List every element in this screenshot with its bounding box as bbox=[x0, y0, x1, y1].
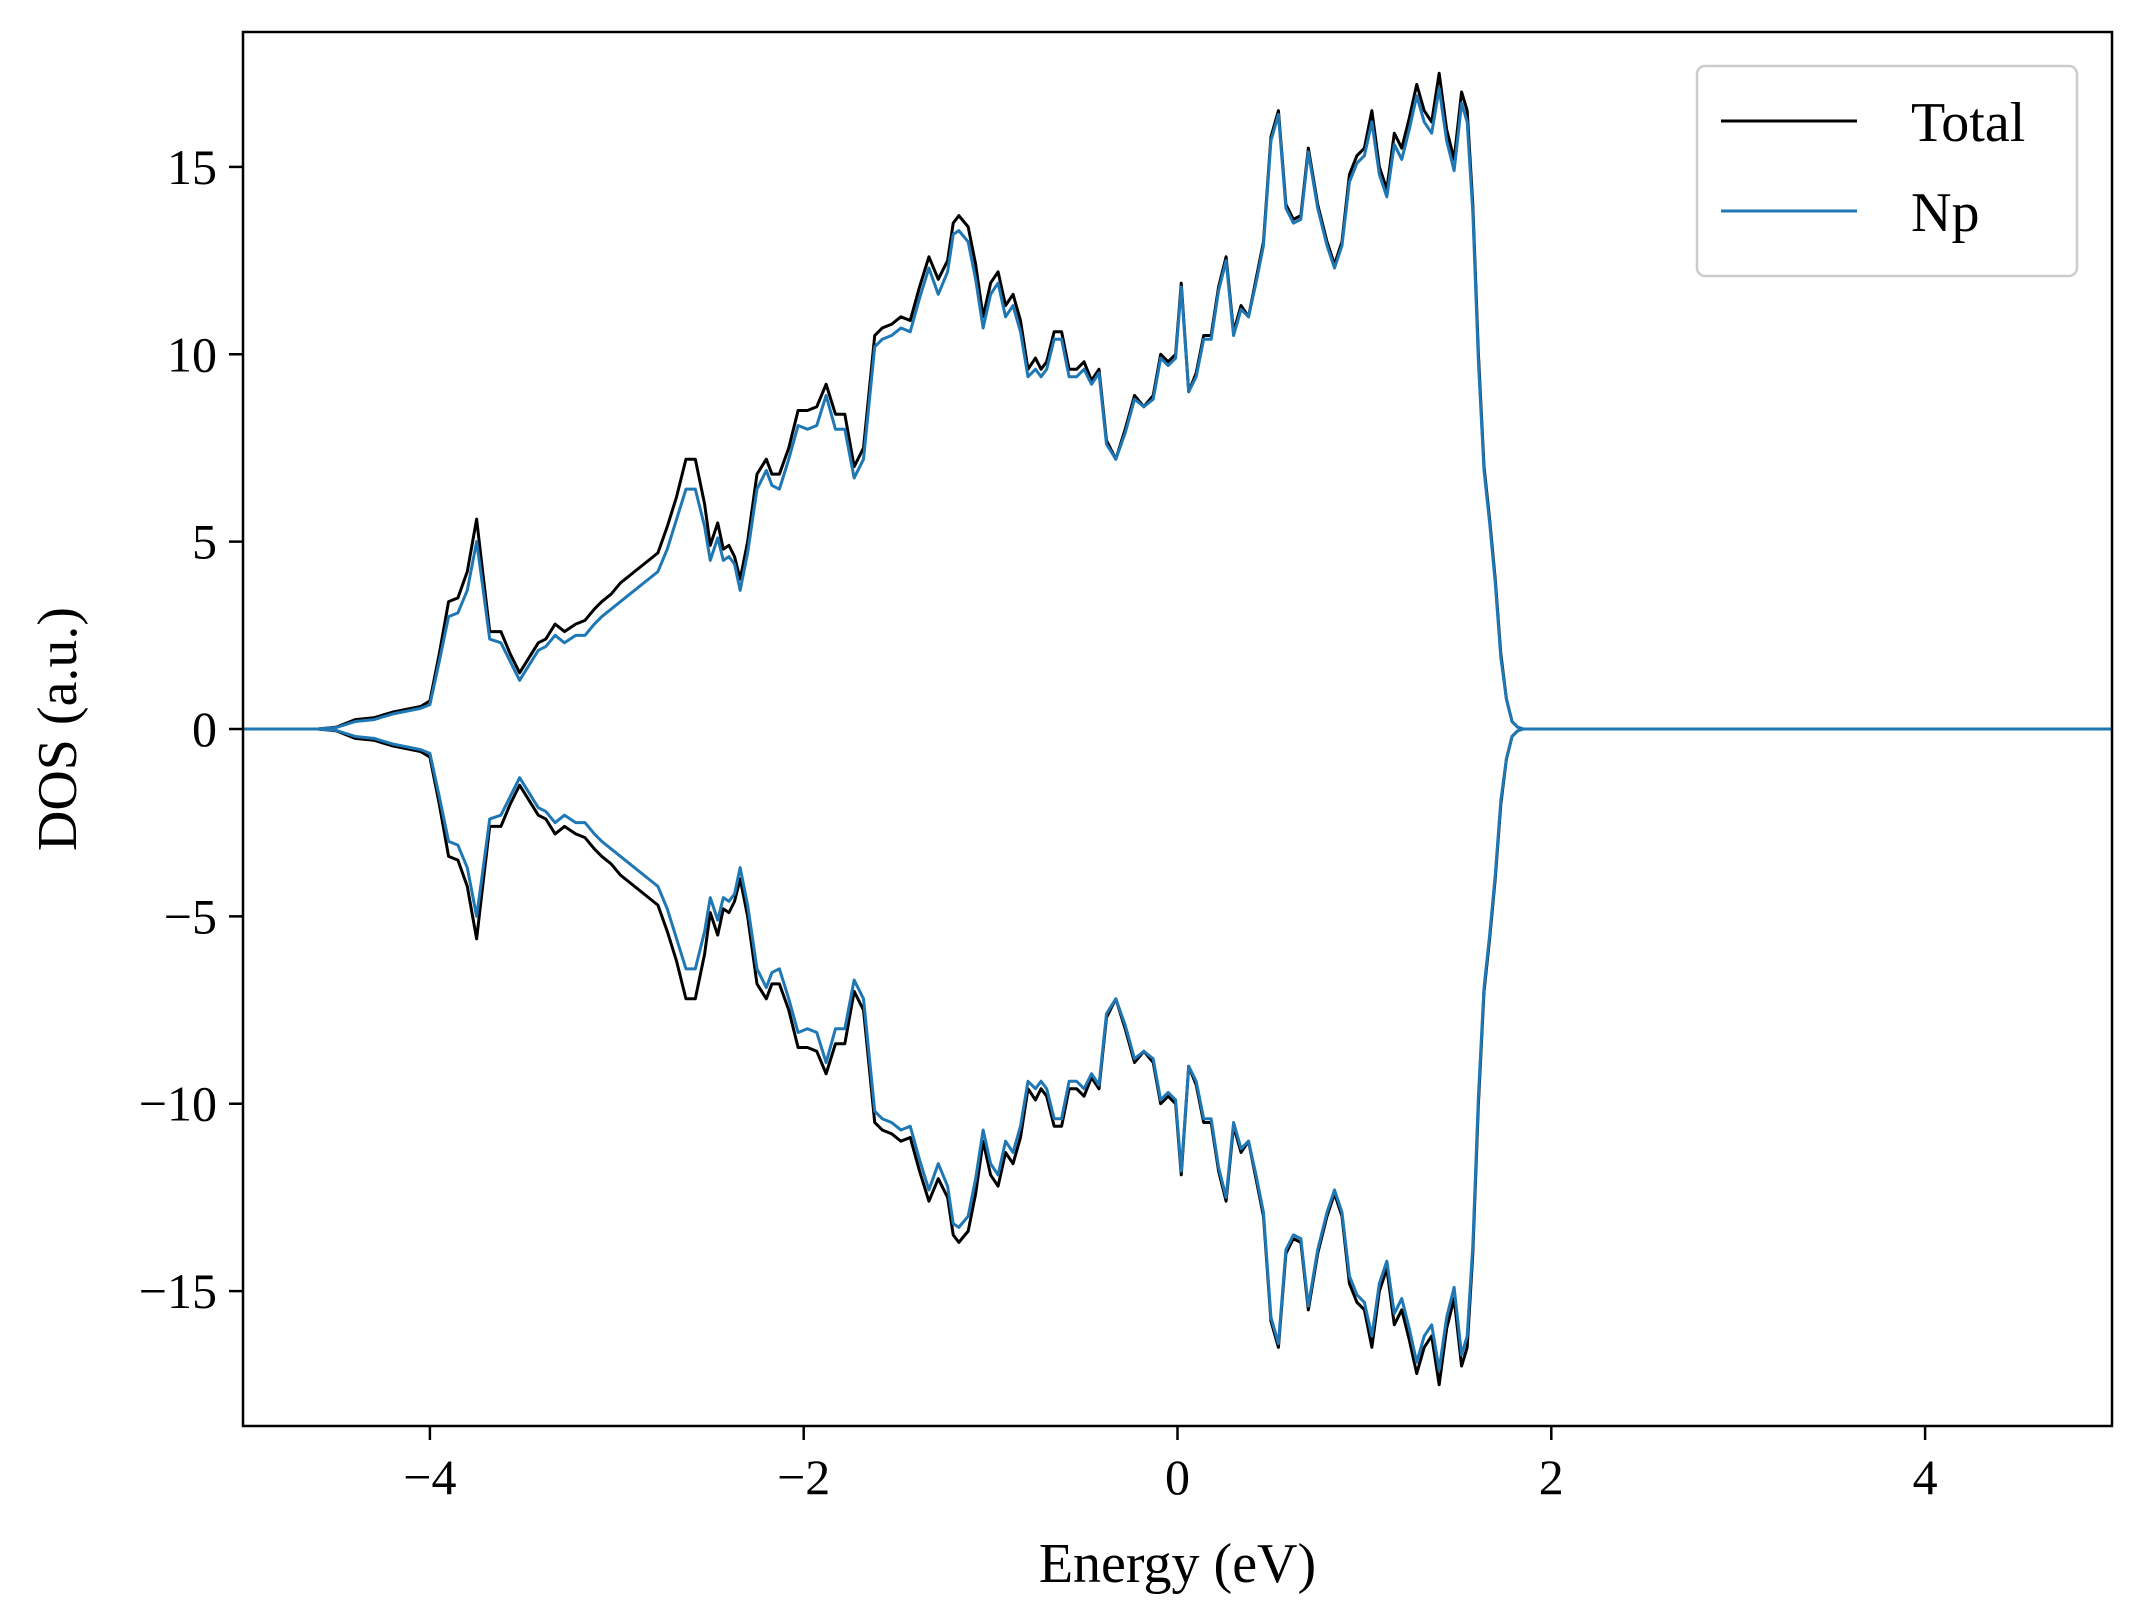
y-tick-label: 15 bbox=[167, 139, 217, 195]
legend-label-total: Total bbox=[1911, 92, 2025, 154]
y-tick-label: −10 bbox=[139, 1076, 217, 1132]
x-tick-label: −4 bbox=[403, 1449, 456, 1505]
y-axis-label: DOS (a.u.) bbox=[27, 607, 89, 851]
series-line-np-spin-up bbox=[243, 86, 2112, 731]
x-tick-label: 2 bbox=[1539, 1449, 1564, 1505]
x-tick-label: −2 bbox=[777, 1449, 830, 1505]
legend-box bbox=[1695, 64, 2079, 278]
x-axis-label: Energy (eV) bbox=[1039, 1533, 1316, 1595]
legend-label-np: Np bbox=[1911, 182, 1979, 244]
legend: Total Np bbox=[1695, 64, 2079, 278]
y-tick-label: 10 bbox=[167, 326, 217, 382]
x-tick-label: 4 bbox=[1913, 1449, 1938, 1505]
y-tick-label: 5 bbox=[192, 514, 217, 570]
y-tick-label: −5 bbox=[164, 888, 217, 944]
series-line-np-spin-down bbox=[243, 727, 2112, 1372]
y-tick-label: −15 bbox=[139, 1263, 217, 1319]
y-axis-ticks: −15 −10 −5 0 5 10 15 bbox=[139, 139, 243, 1319]
x-tick-label: 0 bbox=[1165, 1449, 1190, 1505]
x-axis-ticks: −4 −2 0 2 4 bbox=[403, 1426, 1938, 1505]
plot-lines bbox=[243, 71, 2112, 1387]
y-tick-label: 0 bbox=[192, 701, 217, 757]
